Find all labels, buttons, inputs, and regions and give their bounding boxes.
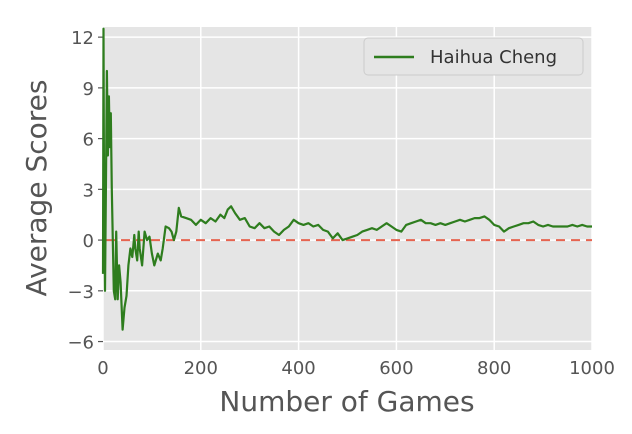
legend-label: Haihua Cheng <box>430 47 557 68</box>
y-tick-label: 0 <box>83 231 94 252</box>
y-tick-label: 6 <box>83 130 94 151</box>
x-tick-label: 200 <box>184 358 218 379</box>
legend: Haihua Cheng <box>363 37 584 76</box>
x-tick-label: 1000 <box>569 358 615 379</box>
y-tick-label: 9 <box>83 79 94 100</box>
plot-background <box>103 27 592 350</box>
x-tick-label: 0 <box>97 358 108 379</box>
y-tick-label: 3 <box>83 180 94 201</box>
y-tick-label: 12 <box>71 28 94 49</box>
x-tick-label: 800 <box>477 358 511 379</box>
y-axis-label: Average Scores <box>20 80 53 297</box>
y-tick-label: −3 <box>67 282 94 303</box>
y-axis-ticks: −6 −3 0 3 6 9 12 <box>67 28 103 354</box>
x-axis-ticks: 0 200 400 600 800 1000 <box>97 358 615 379</box>
series-line-haihua-cheng <box>101 27 592 331</box>
x-tick-label: 600 <box>379 358 413 379</box>
y-tick-label: −6 <box>67 333 94 354</box>
x-axis-label: Number of Games <box>219 385 474 418</box>
x-tick-label: 400 <box>281 358 315 379</box>
legend-box <box>363 37 584 76</box>
